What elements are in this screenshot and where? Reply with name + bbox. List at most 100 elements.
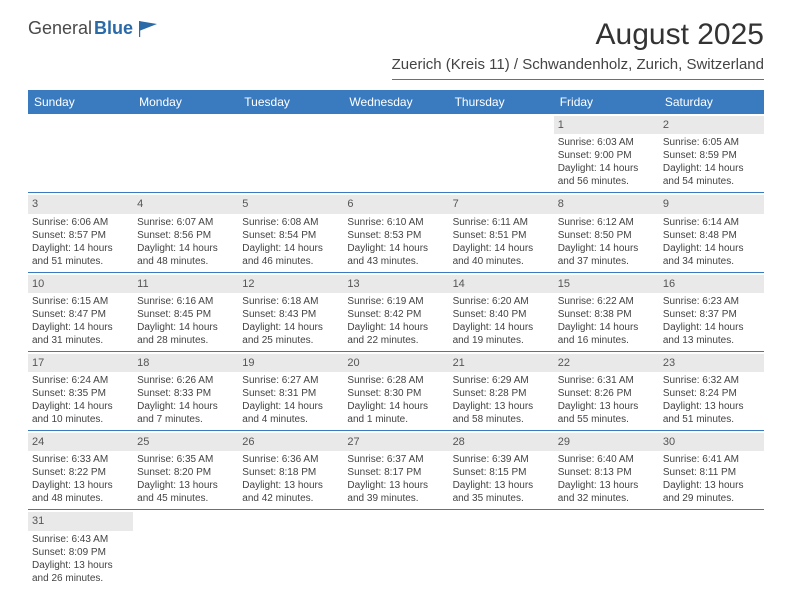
daylight-line: Daylight: 14 hours [242, 242, 339, 255]
calendar-cell [133, 510, 238, 588]
calendar-cell: 12Sunrise: 6:18 AMSunset: 8:43 PMDayligh… [238, 273, 343, 351]
daylight-line: and 28 minutes. [137, 334, 234, 347]
dayhead-mon: Monday [133, 90, 238, 114]
day-header-row: Sunday Monday Tuesday Wednesday Thursday… [28, 90, 764, 114]
calendar-cell: 4Sunrise: 6:07 AMSunset: 8:56 PMDaylight… [133, 193, 238, 271]
daylight-line: and 45 minutes. [137, 492, 234, 505]
daylight-line: and 54 minutes. [663, 175, 760, 188]
sunrise-line: Sunrise: 6:32 AM [663, 374, 760, 387]
daylight-line: and 32 minutes. [558, 492, 655, 505]
calendar-cell: 6Sunrise: 6:10 AMSunset: 8:53 PMDaylight… [343, 193, 448, 271]
sunset-line: Sunset: 8:54 PM [242, 229, 339, 242]
calendar-cell: 8Sunrise: 6:12 AMSunset: 8:50 PMDaylight… [554, 193, 659, 271]
calendar-cell [238, 114, 343, 192]
week-row: 24Sunrise: 6:33 AMSunset: 8:22 PMDayligh… [28, 431, 764, 510]
sunrise-line: Sunrise: 6:36 AM [242, 453, 339, 466]
daylight-line: and 22 minutes. [347, 334, 444, 347]
daylight-line: and 43 minutes. [347, 255, 444, 268]
daylight-line: Daylight: 14 hours [242, 400, 339, 413]
day-number: 14 [449, 275, 554, 293]
day-number: 9 [659, 195, 764, 213]
sunrise-line: Sunrise: 6:18 AM [242, 295, 339, 308]
calendar-cell: 24Sunrise: 6:33 AMSunset: 8:22 PMDayligh… [28, 431, 133, 509]
sunset-line: Sunset: 8:26 PM [558, 387, 655, 400]
day-number: 17 [28, 354, 133, 372]
sunrise-line: Sunrise: 6:39 AM [453, 453, 550, 466]
day-number: 7 [449, 195, 554, 213]
daylight-line: Daylight: 14 hours [242, 321, 339, 334]
daylight-line: and 10 minutes. [32, 413, 129, 426]
daylight-line: Daylight: 13 hours [453, 400, 550, 413]
calendar-cell: 30Sunrise: 6:41 AMSunset: 8:11 PMDayligh… [659, 431, 764, 509]
flag-icon [139, 21, 161, 37]
sunrise-line: Sunrise: 6:31 AM [558, 374, 655, 387]
daylight-line: and 34 minutes. [663, 255, 760, 268]
sunset-line: Sunset: 8:31 PM [242, 387, 339, 400]
daylight-line: Daylight: 14 hours [558, 242, 655, 255]
day-number: 12 [238, 275, 343, 293]
sunrise-line: Sunrise: 6:16 AM [137, 295, 234, 308]
calendar-cell: 21Sunrise: 6:29 AMSunset: 8:28 PMDayligh… [449, 352, 554, 430]
day-number: 29 [554, 433, 659, 451]
daylight-line: and 56 minutes. [558, 175, 655, 188]
daylight-line: Daylight: 14 hours [32, 400, 129, 413]
daylight-line: and 48 minutes. [137, 255, 234, 268]
sunrise-line: Sunrise: 6:15 AM [32, 295, 129, 308]
calendar-cell: 26Sunrise: 6:36 AMSunset: 8:18 PMDayligh… [238, 431, 343, 509]
sunrise-line: Sunrise: 6:07 AM [137, 216, 234, 229]
daylight-line: and 37 minutes. [558, 255, 655, 268]
header-row: GeneralBlue August 2025 Zuerich (Kreis 1… [28, 18, 764, 80]
title-block: August 2025 Zuerich (Kreis 11) / Schwand… [392, 18, 764, 80]
location-line: Zuerich (Kreis 11) / Schwandenholz, Zuri… [392, 56, 764, 80]
week-row: 1Sunrise: 6:03 AMSunset: 9:00 PMDaylight… [28, 114, 764, 193]
daylight-line: Daylight: 13 hours [558, 479, 655, 492]
week-row: 3Sunrise: 6:06 AMSunset: 8:57 PMDaylight… [28, 193, 764, 272]
sunrise-line: Sunrise: 6:22 AM [558, 295, 655, 308]
week-row: 10Sunrise: 6:15 AMSunset: 8:47 PMDayligh… [28, 273, 764, 352]
sunrise-line: Sunrise: 6:43 AM [32, 533, 129, 546]
sunrise-line: Sunrise: 6:33 AM [32, 453, 129, 466]
daylight-line: Daylight: 13 hours [347, 479, 444, 492]
daylight-line: and 39 minutes. [347, 492, 444, 505]
dayhead-sat: Saturday [659, 90, 764, 114]
daylight-line: and 31 minutes. [32, 334, 129, 347]
daylight-line: Daylight: 14 hours [32, 321, 129, 334]
daylight-line: and 4 minutes. [242, 413, 339, 426]
calendar-cell [449, 510, 554, 588]
sunset-line: Sunset: 8:37 PM [663, 308, 760, 321]
sunrise-line: Sunrise: 6:40 AM [558, 453, 655, 466]
daylight-line: and 42 minutes. [242, 492, 339, 505]
day-number: 25 [133, 433, 238, 451]
daylight-line: Daylight: 13 hours [453, 479, 550, 492]
daylight-line: and 48 minutes. [32, 492, 129, 505]
daylight-line: Daylight: 13 hours [242, 479, 339, 492]
sunrise-line: Sunrise: 6:35 AM [137, 453, 234, 466]
sunset-line: Sunset: 8:53 PM [347, 229, 444, 242]
day-number: 20 [343, 354, 448, 372]
dayhead-wed: Wednesday [343, 90, 448, 114]
day-number: 13 [343, 275, 448, 293]
daylight-line: and 51 minutes. [663, 413, 760, 426]
daylight-line: Daylight: 13 hours [137, 479, 234, 492]
dayhead-fri: Friday [554, 90, 659, 114]
sunrise-line: Sunrise: 6:37 AM [347, 453, 444, 466]
daylight-line: Daylight: 14 hours [32, 242, 129, 255]
sunset-line: Sunset: 8:42 PM [347, 308, 444, 321]
page-title: August 2025 [392, 18, 764, 52]
sunrise-line: Sunrise: 6:28 AM [347, 374, 444, 387]
calendar-cell: 31Sunrise: 6:43 AMSunset: 8:09 PMDayligh… [28, 510, 133, 588]
daylight-line: Daylight: 13 hours [32, 479, 129, 492]
day-number: 15 [554, 275, 659, 293]
sunset-line: Sunset: 8:22 PM [32, 466, 129, 479]
dayhead-thu: Thursday [449, 90, 554, 114]
day-number: 21 [449, 354, 554, 372]
sunrise-line: Sunrise: 6:10 AM [347, 216, 444, 229]
day-number: 27 [343, 433, 448, 451]
week-row: 17Sunrise: 6:24 AMSunset: 8:35 PMDayligh… [28, 352, 764, 431]
day-number: 3 [28, 195, 133, 213]
calendar-cell: 28Sunrise: 6:39 AMSunset: 8:15 PMDayligh… [449, 431, 554, 509]
calendar-cell: 11Sunrise: 6:16 AMSunset: 8:45 PMDayligh… [133, 273, 238, 351]
calendar-page: GeneralBlue August 2025 Zuerich (Kreis 1… [0, 0, 792, 607]
daylight-line: Daylight: 14 hours [453, 321, 550, 334]
calendar-cell: 17Sunrise: 6:24 AMSunset: 8:35 PMDayligh… [28, 352, 133, 430]
